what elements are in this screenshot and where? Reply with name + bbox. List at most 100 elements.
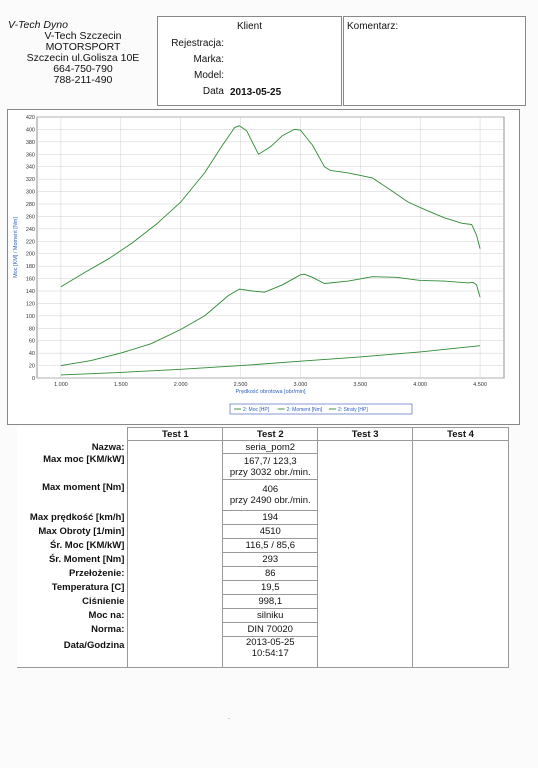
value-max-moment-line-2: przy 2490 obr./min. (229, 495, 311, 506)
comment-box: Komentarz: (343, 16, 526, 106)
x-tick-label: 4.000 (413, 382, 427, 388)
value-max-moc-line-1: 167,7/ 123,3 (243, 455, 297, 467)
y-tick-label: 140 (26, 289, 35, 295)
comment-header: Komentarz: (347, 21, 399, 32)
legend-box (229, 403, 413, 415)
brand-name: V-Tech Dyno (8, 19, 68, 31)
header-test-3: Test 3 (317, 427, 414, 441)
value-nazwa: seria_pom2 (222, 440, 319, 454)
company-header: V-Tech Dyno V-Tech Szczecin MOTORSPORT S… (8, 20, 158, 86)
y-tick-label: 60 (29, 339, 35, 345)
company-address: Szczecin ul.Golisza 10E (26, 52, 140, 64)
label-data-godzina: Data/Godzina (17, 636, 129, 668)
dyno-chart-box: 0 20 40 60 80 100 120 140 160 180 200 220 240 260 280 3… (7, 109, 520, 425)
legend-label-3: 2: Straty [HP] (338, 407, 368, 413)
row-nazwa: Nazwa: seria_pom2 (17, 440, 509, 454)
y-tick-label: 160 (26, 277, 35, 283)
y-tick-label: 380 (26, 140, 35, 146)
date-value: 2013-05-25 (230, 87, 282, 98)
label-moc-na: Moc na: (17, 608, 129, 623)
value-max-obroty: 4510 (222, 524, 319, 539)
value-sr-moc: 116,5 / 85,6 (222, 538, 319, 553)
series-line-2 (60, 125, 481, 288)
dyno-chart: 0 20 40 60 80 100 120 140 160 180 200 220 240 260 280 3… (13, 115, 505, 415)
client-header: Klient (236, 21, 262, 32)
x-axis-label: Prędkość obrotowa [obr/min] (235, 389, 305, 395)
header-test-4: Test 4 (412, 427, 509, 441)
value-norma: DIN 70020 (222, 622, 319, 637)
results-header-row: Test 1 Test 2 Test 3 Test 4 (17, 427, 509, 441)
label-max-moment: Max moment [Nm] (17, 479, 129, 511)
y-tick-label: 120 (26, 301, 35, 307)
value-cisnienie: 998,1 (222, 594, 319, 609)
y-tick-label: 220 (26, 239, 35, 245)
y-tick-label: 360 (26, 152, 35, 158)
value-data-godzina: 2013-05-25 10:54:17 (222, 636, 319, 668)
value-max-moment: 406 przy 2490 obr./min. (222, 479, 319, 511)
value-przelozenie: 86 (222, 566, 319, 581)
y-tick-label: 100 (26, 314, 35, 320)
row-moc-na: Moc na: silniku (17, 608, 509, 623)
label-max-moc: Max moc [KM/kW] (17, 453, 129, 480)
row-max-predkosc: Max prędkość [km/h] 194 (17, 510, 509, 525)
row-max-moc: Max moc [KM/kW] 167,7/ 123,3 przy 3032 o… (17, 453, 509, 480)
x-tick-label: 3.000 (294, 382, 308, 388)
label-nazwa: Nazwa: (17, 440, 129, 454)
y-tick-label: 260 (26, 214, 35, 220)
results-table: Test 1 Test 2 Test 3 Test 4 Nazwa: seria… (17, 427, 509, 668)
header-test-1: Test 1 (127, 427, 224, 441)
y-tick-label: 340 (26, 165, 35, 171)
value-data-line-2: 10:54:17 (251, 648, 289, 659)
label-max-obroty: Max Obroty [1/min] (17, 524, 129, 539)
y-tick-label: 280 (26, 202, 35, 208)
y-tick-label: 320 (26, 177, 35, 183)
row-cisnienie: Ciśnienie 998,1 (17, 594, 509, 609)
legend-label-1: 2: Moc [HP] (243, 407, 270, 413)
label-sr-moment: Śr. Moment [Nm] (17, 552, 129, 567)
row-przelozenie: Przełożenie: 86 (17, 566, 509, 581)
client-box: Klient Rejestracja: Marka: Model: Data 2… (157, 16, 342, 106)
row-sr-moment: Śr. Moment [Nm] 293 (17, 552, 509, 567)
y-tick-label: 200 (26, 252, 35, 258)
value-sr-moment: 293 (222, 552, 319, 567)
header-empty (17, 428, 128, 441)
row-max-moment: Max moment [Nm] 406 przy 2490 obr./min. (17, 479, 509, 511)
y-tick-label: 0 (32, 376, 35, 382)
x-tick-label: 2.000 (174, 382, 188, 388)
y-tick-label: 400 (26, 127, 35, 133)
row-max-obroty: Max Obroty [1/min] 4510 (17, 524, 509, 539)
value-data-line-1: 2013-05-25 (245, 637, 295, 648)
label-max-predkosc: Max prędkość [km/h] (17, 510, 129, 525)
model-label: Model: (193, 70, 224, 81)
value-moc-na: silniku (222, 608, 319, 623)
y-tick-label: 40 (29, 351, 35, 357)
scan-speck: · (228, 716, 230, 722)
rejestracja-label: Rejestracja: (171, 38, 224, 49)
row-data-godzina: Data/Godzina 2013-05-25 10:54:17 (17, 636, 509, 668)
y-tick-label: 300 (26, 190, 35, 196)
y-tick-label: 180 (26, 264, 35, 270)
label-sr-moc: Śr. Moc [KM/kW] (17, 538, 129, 553)
label-temperatura: Temperatura [C] (17, 580, 129, 595)
row-temperatura: Temperatura [C] 19,5 (17, 580, 509, 595)
y-tick-label: 240 (26, 227, 35, 233)
series-line-3 (60, 345, 481, 376)
row-sr-moc: Śr. Moc [KM/kW] 116,5 / 85,6 (17, 538, 509, 553)
value-max-predkosc: 194 (222, 510, 319, 525)
x-tick-label: 2.500 (234, 382, 248, 388)
label-przelozenie: Przełożenie: (17, 566, 129, 581)
header-test-2: Test 2 (222, 427, 319, 441)
x-tick-label: 1.000 (54, 382, 68, 388)
value-max-moc-line-2: przy 3032 obr./min. (229, 466, 311, 478)
y-tick-label: 80 (29, 326, 35, 332)
date-label: Data (202, 86, 224, 97)
legend-label-2: 2: Moment [Nm] (287, 407, 323, 413)
y-axis-label: Moc [KM] / Moment [Nm] (13, 217, 19, 278)
value-temperatura: 19,5 (222, 580, 319, 595)
x-tick-label: 3.500 (353, 382, 367, 388)
series-line-1 (60, 273, 481, 367)
y-tick-label: 420 (26, 115, 35, 121)
x-tick-label: 4.500 (473, 382, 487, 388)
marka-label: Marka: (193, 54, 224, 65)
company-phone-1: 664-750-790 (53, 63, 113, 75)
